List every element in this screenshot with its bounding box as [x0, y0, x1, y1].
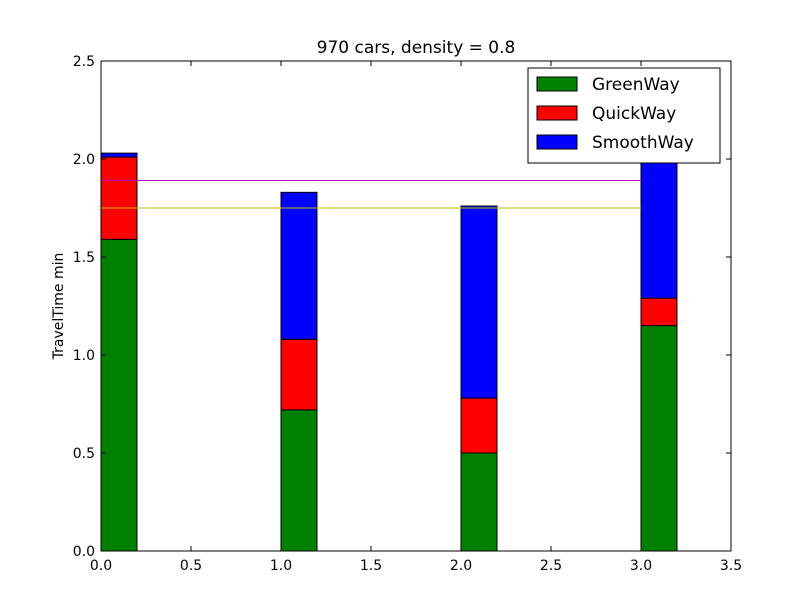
bar-smoothway-2 [460, 205, 498, 399]
y-tick-label-5: 2.5 [73, 54, 95, 70]
y-tick-label-1: 0.5 [73, 446, 95, 462]
bar-quickway-0 [100, 156, 138, 240]
chart-title: 970 cars, density = 0.8 [317, 38, 516, 58]
y-tick-label-4: 2.0 [73, 152, 95, 168]
bar-smoothway-0 [100, 152, 138, 158]
axes-frame [100, 60, 732, 552]
bar-smoothway-1 [280, 191, 318, 340]
legend-label-smoothway: SmoothWay [592, 133, 694, 153]
y-tick-label-3: 1.5 [73, 250, 95, 266]
bar-greenway-0 [100, 238, 138, 552]
bar-greenway-2 [460, 452, 498, 552]
bar-smoothway-3 [640, 158, 678, 299]
bar-quickway-3 [640, 297, 678, 327]
bar-greenway-1 [280, 409, 318, 552]
x-tick-label-6: 3.0 [630, 558, 652, 574]
x-tick-label-1: 0.5 [180, 558, 202, 574]
y-tick-label-2: 1.0 [73, 348, 95, 364]
plot-area: 0.0 0.5 1.0 1.5 2.0 2.5 3.0 3.5 0.0 0.5 1.0 1.5 2.0 2… [73, 54, 742, 574]
x-tick-label-3: 1.5 [360, 558, 382, 574]
bar-greenway-3 [640, 325, 678, 552]
bar-quickway-2 [460, 397, 498, 454]
legend-swatch-greenway [536, 76, 578, 92]
y-axis-label: TravelTime min [51, 253, 67, 361]
legend-swatch-quickway [536, 105, 578, 121]
legend-label-quickway: QuickWay [592, 104, 676, 124]
x-tick-label-7: 3.5 [720, 558, 742, 574]
y-tick-label-0: 0.0 [73, 544, 95, 560]
x-tick-label-2: 1.0 [270, 558, 292, 574]
x-tick-label-4: 2.0 [450, 558, 472, 574]
x-tick-label-5: 2.5 [540, 558, 562, 574]
legend-swatch-smoothway [536, 134, 578, 150]
legend-label-greenway: GreenWay [592, 75, 680, 95]
bar-quickway-1 [280, 338, 318, 411]
x-tick-label-0: 0.0 [90, 558, 112, 574]
legend: GreenWay QuickWay SmoothWay [527, 67, 721, 164]
